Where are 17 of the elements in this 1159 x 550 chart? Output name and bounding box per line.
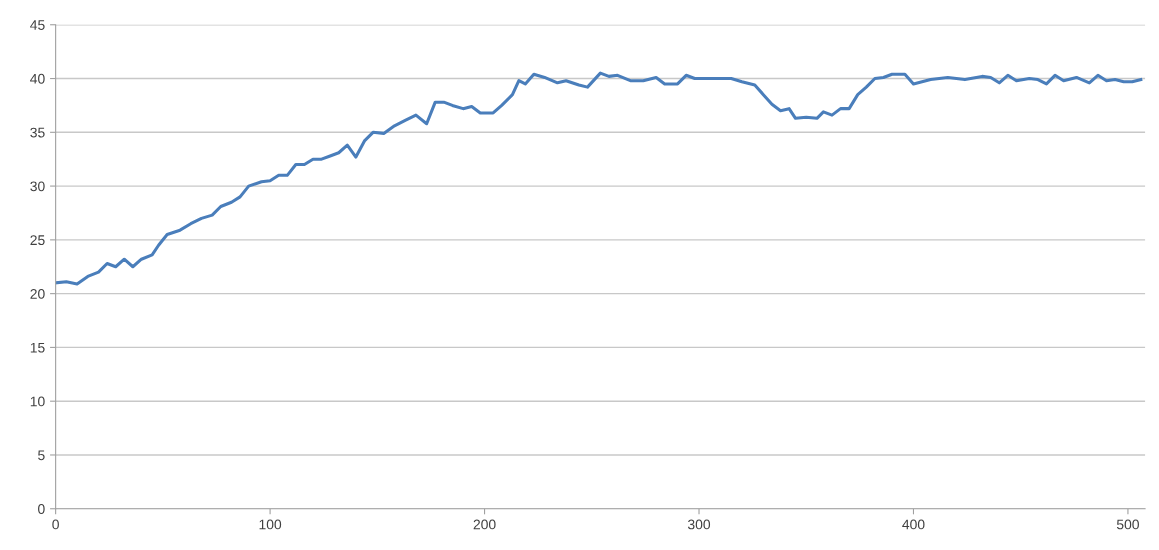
x-tick-label: 400 [902,519,925,530]
y-tick-label: 35 [30,127,45,138]
y-tick-label: 45 [30,20,45,30]
x-tick-label: 200 [473,519,496,530]
x-tick-label: 0 [52,519,59,530]
line-series [55,71,1143,286]
y-tick-label: 5 [38,450,45,461]
y-tick-label: 25 [30,235,45,246]
y-tick-label: 30 [30,181,45,192]
y-tick-label: 0 [38,504,45,514]
y-tick-label: 10 [30,396,45,407]
y-tick-label: 40 [30,73,45,84]
x-tick-label: 500 [1116,519,1139,530]
x-tick-label: 100 [259,519,282,530]
y-tick-label: 20 [30,288,45,299]
x-tick-label: 300 [687,519,711,530]
y-tick-label: 15 [30,342,45,353]
